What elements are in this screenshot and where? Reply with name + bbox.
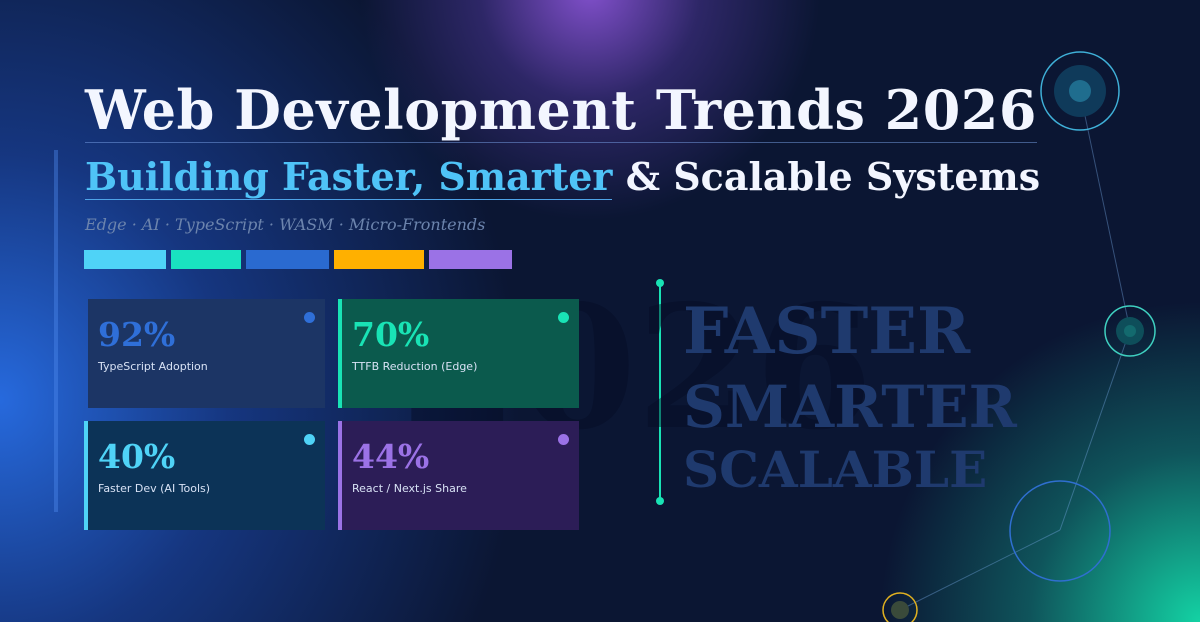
color-bar bbox=[429, 250, 512, 269]
subtitle: Building Faster, Smarter & Scalable Syst… bbox=[85, 152, 1040, 202]
color-bar bbox=[171, 250, 241, 269]
keyword: SMARTER bbox=[683, 373, 1017, 441]
stat-label: TypeScript Adoption bbox=[98, 360, 208, 373]
dot bbox=[304, 434, 315, 445]
keyword: FASTER bbox=[683, 294, 971, 369]
stat-card: 70% TTFB Reduction (Edge) bbox=[338, 299, 579, 408]
dot bbox=[558, 312, 569, 323]
subtitle-highlight: Building Faster, Smarter bbox=[85, 154, 613, 200]
stat-card: 44% React / Next.js Share bbox=[338, 421, 579, 530]
stat-card: 92% TypeScript Adoption bbox=[88, 299, 325, 408]
dot bbox=[558, 434, 569, 445]
stat-value: 92% bbox=[98, 315, 176, 354]
stat-value: 44% bbox=[352, 437, 430, 476]
tagline: Edge · AI · TypeScript · WASM · Micro-Fr… bbox=[85, 215, 486, 234]
stat-label: React / Next.js Share bbox=[352, 482, 467, 495]
stat-label: Faster Dev (AI Tools) bbox=[98, 482, 211, 495]
color-bar bbox=[334, 250, 424, 269]
stat-label: TTFB Reduction (Edge) bbox=[352, 360, 478, 373]
color-bar bbox=[84, 250, 166, 269]
color-bar bbox=[246, 250, 329, 269]
keyword: SCALABLE bbox=[683, 440, 988, 499]
subtitle-rest: & Scalable Systems bbox=[625, 154, 1041, 199]
title: Web Development Trends 2026 bbox=[85, 78, 1037, 143]
stat-value: 40% bbox=[98, 437, 176, 476]
dot bbox=[304, 312, 315, 323]
stat-card: 40% Faster Dev (AI Tools) bbox=[84, 421, 325, 530]
stat-value: 70% bbox=[352, 315, 430, 354]
